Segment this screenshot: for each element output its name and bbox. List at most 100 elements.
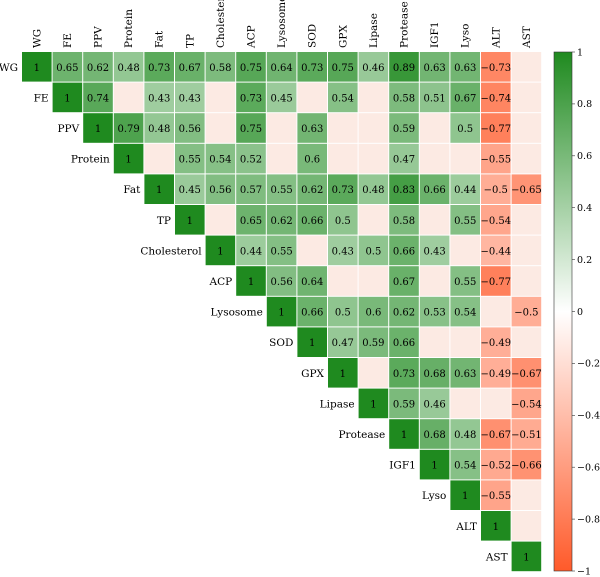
row-label: IGF1	[389, 460, 416, 472]
heatmap-cell	[297, 296, 327, 327]
heatmap-cell	[419, 82, 450, 113]
cell-value-label: 0.63	[301, 124, 323, 135]
heatmap-cell	[481, 327, 511, 357]
cell-value-label: 0.66	[423, 185, 445, 196]
cell-value-label: −0.65	[511, 185, 542, 196]
cell-value-label: −0.5	[484, 185, 508, 196]
cell-value-label: 0.6	[365, 308, 381, 319]
heatmap-cell	[236, 205, 266, 235]
heatmap-cell	[358, 143, 389, 174]
column-label: GPX	[337, 25, 349, 48]
cell-value-label: 0.62	[270, 216, 292, 227]
column-label: PPV	[93, 26, 105, 48]
colorbar-tick-label: 0.2	[577, 255, 592, 266]
heatmap-cell	[358, 52, 389, 82]
heatmap-cell	[358, 205, 389, 235]
heatmap-cell	[450, 52, 480, 82]
heatmap-cell	[297, 143, 327, 174]
heatmap-cell	[419, 235, 450, 266]
heatmap-cell	[175, 52, 205, 82]
column-labels: WG FE PPV Protein Fat TP Cholesterol ACP Lysosom…	[31, 0, 533, 49]
column-label: FE	[62, 33, 74, 48]
heatmap-cell	[297, 52, 327, 82]
heatmap-cell	[511, 82, 542, 113]
heatmap-cell	[450, 296, 480, 327]
heatmap-cell	[450, 266, 480, 296]
heatmap-cell	[419, 205, 450, 235]
heatmap-cell	[511, 480, 542, 510]
heatmap-cell	[450, 327, 480, 357]
heatmap-cell	[205, 52, 236, 82]
heatmap-cell	[175, 82, 205, 113]
heatmap-cell	[205, 205, 236, 235]
heatmap-cell	[328, 205, 358, 235]
cell-value-label: 0.73	[332, 185, 354, 196]
column-label: Fat	[154, 30, 166, 48]
cell-value-label: 0.74	[87, 93, 109, 104]
heatmap-cell	[481, 113, 511, 143]
column-label: ACP	[246, 25, 258, 49]
heatmap-cell	[144, 52, 174, 82]
colorbar-tick-label: −0.6	[577, 463, 600, 474]
column-label: Protein	[123, 9, 135, 48]
cell-value-label: 0.56	[209, 185, 231, 196]
column-label: Lysosome	[276, 0, 288, 48]
heatmap-cell	[83, 82, 113, 113]
cell-value-label: 0.48	[117, 63, 139, 74]
colorbar-tick-label: −0.8	[577, 514, 600, 525]
cell-value-label: 0.48	[148, 124, 170, 135]
cell-value-label: 0.56	[179, 124, 201, 135]
heatmap-cell	[389, 327, 419, 357]
cell-value-label: 0.55	[270, 185, 292, 196]
cell-value-label: 1	[462, 491, 468, 502]
heatmap-cell	[236, 266, 266, 296]
cell-value-label: 0.57	[240, 185, 262, 196]
cell-value-label: 0.55	[270, 246, 292, 257]
cell-value-label: 0.55	[454, 277, 476, 288]
cell-value-label: 1	[340, 369, 346, 380]
heatmap-cell	[389, 266, 419, 296]
cell-value-label: −0.73	[480, 63, 511, 74]
column-label: IGF1	[429, 21, 441, 48]
cell-value-label: −0.55	[480, 155, 511, 166]
heatmap-cell	[389, 113, 419, 143]
row-labels: WG FE PPV Protein Fat TP Cholesterol ACP Lysosom…	[0, 62, 508, 564]
cell-value-label: 0.64	[301, 277, 323, 288]
heatmap-cell	[450, 449, 480, 480]
colorbar-tick-label: −0.4	[577, 411, 600, 422]
heatmap-cell	[450, 419, 480, 449]
cell-value-label: 0.43	[148, 93, 170, 104]
heatmap-cell	[389, 358, 419, 388]
cell-value-label: 0.59	[393, 399, 415, 410]
cell-value-label: 1	[248, 277, 254, 288]
row-label: ALT	[455, 521, 477, 533]
heatmap-cell	[266, 235, 297, 266]
row-label: Fat	[123, 184, 141, 196]
heatmap-cell	[113, 113, 144, 143]
cell-value-label: 0.73	[148, 63, 170, 74]
cell-value-label: −0.54	[480, 216, 511, 227]
heatmap-cell	[175, 174, 205, 204]
cell-value-label: 0.55	[454, 216, 476, 227]
colorbar-tick-label: 0.6	[577, 151, 592, 162]
row-label: PPV	[57, 123, 79, 135]
heatmap-cell	[481, 235, 511, 266]
cell-value-label: 0.63	[423, 63, 445, 74]
heatmap-cell	[511, 541, 542, 572]
cell-value-label: 1	[95, 124, 101, 135]
heatmap-cell	[450, 174, 480, 204]
heatmap-cell	[328, 52, 358, 82]
heatmap-cell	[205, 82, 236, 113]
heatmap-cell	[236, 174, 266, 204]
colorbar-tick-label: −1	[577, 566, 591, 577]
cell-value-label: 0.58	[393, 93, 415, 104]
cell-value-label: 0.47	[332, 338, 354, 349]
cell-value-label: 0.52	[240, 155, 262, 166]
cell-value-label: 0.55	[179, 155, 201, 166]
cell-value-label: 0.68	[423, 369, 445, 380]
heatmap-cell	[389, 388, 419, 419]
heatmap-cell	[83, 113, 113, 143]
heatmap-cell	[481, 388, 511, 419]
column-label: Cholesterol	[215, 0, 227, 48]
heatmap-cell	[266, 113, 297, 143]
